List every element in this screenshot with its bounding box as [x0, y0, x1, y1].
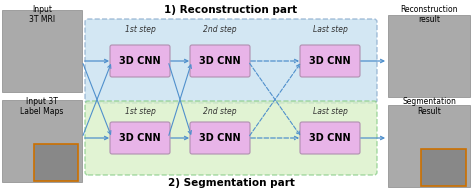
- Text: 2nd step: 2nd step: [203, 25, 237, 33]
- FancyBboxPatch shape: [190, 122, 250, 154]
- FancyBboxPatch shape: [421, 149, 466, 186]
- FancyBboxPatch shape: [34, 144, 78, 181]
- FancyBboxPatch shape: [110, 122, 170, 154]
- FancyBboxPatch shape: [2, 10, 82, 92]
- FancyBboxPatch shape: [388, 105, 470, 187]
- Text: Input
3T MRI: Input 3T MRI: [29, 5, 55, 24]
- FancyBboxPatch shape: [300, 45, 360, 77]
- FancyBboxPatch shape: [190, 45, 250, 77]
- Text: Input 3T
Label Maps: Input 3T Label Maps: [20, 97, 64, 116]
- Text: 3D CNN: 3D CNN: [119, 56, 161, 66]
- FancyBboxPatch shape: [2, 100, 82, 182]
- Text: Reconstruction
result: Reconstruction result: [400, 5, 458, 24]
- Text: 2) Segmentation part: 2) Segmentation part: [168, 178, 294, 188]
- Text: Last step: Last step: [312, 106, 347, 115]
- FancyBboxPatch shape: [85, 101, 377, 175]
- FancyBboxPatch shape: [388, 15, 470, 97]
- FancyBboxPatch shape: [300, 122, 360, 154]
- FancyBboxPatch shape: [110, 45, 170, 77]
- Text: 3D CNN: 3D CNN: [199, 133, 241, 143]
- Text: 1st step: 1st step: [125, 106, 155, 115]
- Text: 3D CNN: 3D CNN: [309, 56, 351, 66]
- Text: 3D CNN: 3D CNN: [199, 56, 241, 66]
- Text: Last step: Last step: [312, 25, 347, 33]
- Text: Segmentation
Result: Segmentation Result: [402, 97, 456, 116]
- Text: 3D CNN: 3D CNN: [309, 133, 351, 143]
- Text: 1st step: 1st step: [125, 25, 155, 33]
- Text: 1) Reconstruction part: 1) Reconstruction part: [164, 5, 298, 15]
- FancyBboxPatch shape: [85, 19, 377, 103]
- Text: 2nd step: 2nd step: [203, 106, 237, 115]
- Text: 3D CNN: 3D CNN: [119, 133, 161, 143]
